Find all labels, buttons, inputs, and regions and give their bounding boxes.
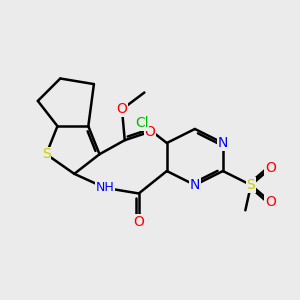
Text: S: S xyxy=(247,178,255,192)
Text: O: O xyxy=(133,214,144,229)
Text: Cl: Cl xyxy=(135,116,148,130)
Text: O: O xyxy=(265,195,276,209)
Text: N: N xyxy=(190,178,200,192)
Text: N: N xyxy=(218,136,228,150)
Text: O: O xyxy=(145,125,155,139)
Text: O: O xyxy=(265,161,276,175)
Text: O: O xyxy=(116,102,128,116)
Text: NH: NH xyxy=(96,182,115,194)
Text: S: S xyxy=(42,147,51,161)
